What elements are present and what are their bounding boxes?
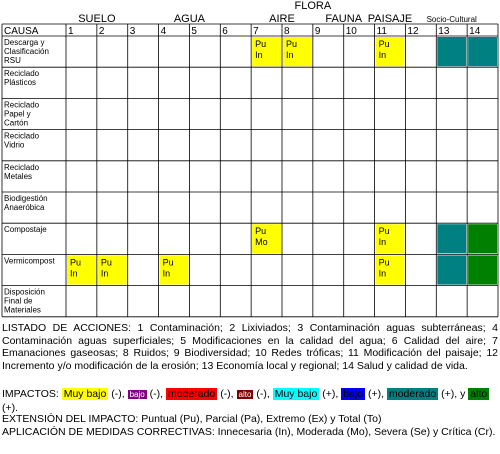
impact-cell-r8-c14 bbox=[468, 255, 497, 285]
legend-muy-bajo-pos: Muy bajo bbox=[272, 388, 320, 400]
impact-cell-text: Mo bbox=[255, 237, 268, 247]
row-label: Vermicompost bbox=[4, 256, 55, 265]
impact-cell-text: Pu bbox=[255, 39, 266, 49]
impact-cell-r1-c13 bbox=[437, 37, 467, 67]
legend-pos-suffix-2: (+), bbox=[367, 388, 385, 400]
legend-neg-suffix-3: (-), bbox=[220, 388, 234, 400]
impactos-legend: IMPACTOS: Muy bajo (-), bajo (-), modera… bbox=[2, 388, 498, 414]
impact-cell-r1-c11 bbox=[375, 37, 405, 67]
legend-bajo-pos: bajo bbox=[341, 388, 366, 400]
legend-moderado-pos: moderado bbox=[386, 388, 439, 400]
row-label: Descarga y bbox=[4, 38, 44, 47]
row-label: Reciclado bbox=[4, 163, 40, 172]
legend-pos-suffix-3: (+), bbox=[441, 388, 458, 400]
group-header: SUELO bbox=[78, 13, 116, 25]
column-number: 11 bbox=[377, 26, 388, 37]
group-header: FLORA bbox=[295, 0, 332, 12]
legend-neg-suffix-2: (-), bbox=[149, 388, 164, 400]
legend-muy-bajo-neg: Muy bajo bbox=[61, 388, 109, 400]
legend-y: y bbox=[460, 388, 466, 400]
row-label: Vidrio bbox=[4, 141, 25, 150]
row-label: Disposición bbox=[4, 288, 45, 297]
impact-cell-text: In bbox=[255, 50, 263, 60]
impact-matrix: PuInPuInPuInPuMoPuInPuInPuInPuInPuInCAUS… bbox=[1, 0, 499, 318]
impact-cell-r7-c14 bbox=[468, 224, 497, 254]
column-number: 2 bbox=[99, 26, 105, 37]
acciones-list: LISTADO DE ACCIONES: 1 Contaminación; 2 … bbox=[2, 322, 498, 372]
impact-cell-r8-c2 bbox=[97, 255, 127, 285]
impact-cell-text: Pu bbox=[163, 257, 174, 267]
impact-cell-text: Pu bbox=[379, 39, 390, 49]
legend-alto-neg: alto bbox=[236, 390, 254, 399]
row-label: Plásticos bbox=[4, 78, 36, 87]
legend-moderado-neg: moderado bbox=[165, 388, 218, 400]
column-number: 13 bbox=[438, 26, 450, 37]
impact-cell-text: In bbox=[70, 268, 78, 278]
legend-bajo-neg: bajo bbox=[127, 390, 147, 399]
group-header: Socio-Cultural bbox=[427, 15, 477, 24]
extension-note: EXTENSIÓN DEL IMPACTO: Puntual (Pu), Par… bbox=[2, 413, 382, 425]
column-number: 7 bbox=[253, 26, 259, 37]
column-number: 14 bbox=[469, 26, 481, 37]
column-number: 8 bbox=[284, 26, 290, 37]
impactos-prefix: IMPACTOS: bbox=[2, 388, 59, 400]
group-header: PAISAJE bbox=[368, 13, 412, 25]
impact-cell-r7-c11 bbox=[375, 224, 405, 254]
column-number: 3 bbox=[130, 26, 136, 37]
row-label: RSU bbox=[4, 56, 21, 65]
impact-cell-text: In bbox=[379, 237, 387, 247]
impact-cell-text: In bbox=[101, 268, 109, 278]
causa-header: CAUSA bbox=[4, 26, 39, 37]
group-header: FAUNA bbox=[325, 13, 362, 25]
impact-cell-text: Pu bbox=[379, 257, 390, 267]
row-label: Anaeróbica bbox=[4, 203, 45, 212]
impact-cell-text: In bbox=[379, 50, 387, 60]
row-label: Materiales bbox=[4, 306, 41, 315]
row-label: Compostaje bbox=[4, 225, 47, 234]
column-number: 4 bbox=[161, 26, 167, 37]
impact-cell-r7-c7 bbox=[252, 224, 281, 254]
legend-final-suffix: (+). bbox=[2, 401, 19, 414]
impact-cell-r8-c1 bbox=[67, 255, 96, 285]
impact-cell-text: Pu bbox=[255, 226, 266, 236]
impact-cell-text: Pu bbox=[101, 257, 112, 267]
row-label: Clasificación bbox=[4, 47, 49, 56]
medidas-note: APLICACIÓN DE MEDIDAS CORRECTIVAS: Innec… bbox=[2, 426, 496, 438]
impact-cell-r8-c11 bbox=[375, 255, 405, 285]
legend-neg-suffix-1: (-), bbox=[111, 388, 125, 400]
column-number: 9 bbox=[315, 26, 321, 37]
legend-pos-suffix-1: (+), bbox=[322, 388, 339, 400]
legend-neg-suffix-4: (-), bbox=[256, 388, 270, 400]
impact-cell-text: Pu bbox=[379, 226, 390, 236]
row-label: Reciclado bbox=[4, 100, 40, 109]
row-label: Reciclado bbox=[4, 132, 40, 141]
row-label: Metales bbox=[4, 172, 32, 181]
row-label: Papel y bbox=[4, 109, 31, 118]
impact-cell-r1-c14 bbox=[468, 37, 497, 67]
row-label: Final de bbox=[4, 297, 33, 306]
impact-cell-text: Pu bbox=[286, 39, 297, 49]
row-label: Biodigestión bbox=[4, 194, 48, 203]
impact-cell-text: In bbox=[379, 268, 387, 278]
impact-cell-text: In bbox=[286, 50, 294, 60]
group-header: AGUA bbox=[174, 13, 206, 25]
impact-cell-text: In bbox=[163, 268, 171, 278]
impact-cell-r1-c7 bbox=[252, 37, 281, 67]
row-label: Cartón bbox=[4, 118, 28, 127]
impact-cell-r7-c13 bbox=[437, 224, 467, 254]
impact-cell-r8-c13 bbox=[437, 255, 467, 285]
column-number: 12 bbox=[407, 26, 419, 37]
impact-cell-text: Pu bbox=[70, 257, 81, 267]
group-header: AIRE bbox=[269, 13, 295, 25]
impact-cell-r8-c4 bbox=[159, 255, 189, 285]
column-number: 6 bbox=[222, 26, 228, 37]
impact-cell-r1-c8 bbox=[283, 37, 312, 67]
column-number: 10 bbox=[346, 26, 358, 37]
legend-alto-pos: alto bbox=[468, 388, 490, 400]
row-label: Reciclado bbox=[4, 69, 40, 78]
column-number: 5 bbox=[191, 26, 197, 37]
column-number: 1 bbox=[68, 26, 74, 37]
